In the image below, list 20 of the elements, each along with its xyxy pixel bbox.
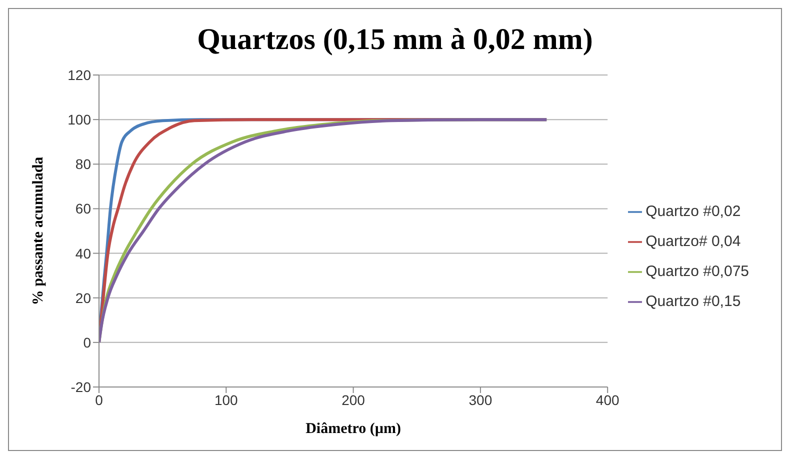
y-tick-label: 80: [75, 156, 92, 172]
x-tick-label: 200: [342, 392, 366, 408]
legend-label: Quartzo #0,075: [646, 263, 749, 280]
legend-label: Quartzo #0,02: [646, 203, 741, 220]
x-axis-title: Diâmetro (µm): [306, 421, 402, 437]
y-tick-label: 60: [75, 200, 92, 217]
y-tick-label: 40: [75, 245, 92, 262]
chart-title: Quartzos (0,15 mm à 0,02 mm): [196, 23, 594, 58]
y-tick-label: 20: [75, 290, 92, 306]
y-axis-title: % passante acumulada: [30, 156, 46, 306]
x-tick-label: 300: [468, 392, 492, 408]
y-tick-label: 0: [83, 334, 92, 350]
x-tick-label: 0: [95, 392, 104, 408]
x-tick-label: 100: [214, 392, 238, 408]
y-tick-label: 120: [68, 66, 92, 83]
legend-label: Quartzo# 0,04: [646, 233, 741, 250]
y-tick-label: -20: [70, 378, 92, 395]
x-tick-label: 400: [596, 392, 620, 408]
y-tick-label: 100: [68, 112, 92, 128]
legend-label: Quartzo #0,15: [646, 293, 741, 310]
